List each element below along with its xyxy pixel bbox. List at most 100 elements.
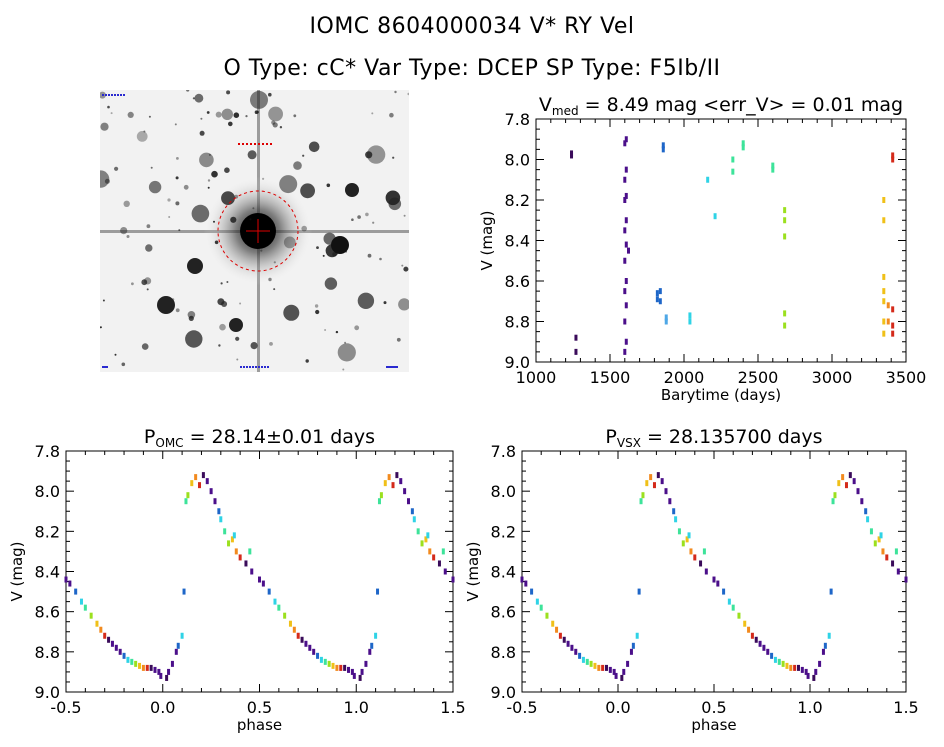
data-point: [882, 288, 886, 295]
data-point: [443, 568, 447, 575]
data-point: [585, 658, 589, 665]
sky-star: [335, 330, 339, 334]
data-point: [574, 334, 578, 341]
panel-title-value: = 8.49 mag <err_V> = 0.01 mag: [579, 94, 903, 116]
data-point: [574, 348, 578, 355]
x-tick-label: 0.5: [701, 698, 726, 717]
data-point: [614, 672, 618, 679]
panel-phase_omc: -0.5 0.0 0.5 1.0 1.5 7.8 8.0 8.2 8.4 8.6 8.8 9.0 POM…: [8, 426, 466, 734]
sky-star: [120, 227, 128, 235]
data-point: [339, 664, 343, 671]
data-point: [250, 568, 254, 575]
sky-star: [148, 115, 151, 118]
sky-star: [314, 304, 319, 308]
data-point: [904, 576, 908, 583]
sky-star: [167, 198, 171, 202]
sky-star: [283, 236, 296, 249]
data-point: [818, 660, 822, 667]
data-point: [891, 330, 895, 337]
data-point: [623, 257, 627, 264]
sky-star: [396, 337, 401, 342]
data-point: [74, 588, 78, 595]
sky-star: [235, 336, 240, 341]
data-point: [360, 668, 364, 675]
data-point: [312, 648, 316, 655]
sky-star: [121, 362, 126, 367]
data-point: [637, 588, 641, 595]
data-point: [674, 516, 678, 523]
sky-star: [226, 90, 231, 95]
data-point: [635, 632, 639, 639]
sky-star: [239, 302, 242, 305]
data-point: [891, 560, 895, 567]
sky-star: [365, 212, 369, 217]
data-point: [781, 660, 785, 667]
data-point: [428, 548, 432, 555]
sky-star: [229, 318, 243, 332]
sky-star: [245, 115, 248, 118]
data-point: [869, 528, 873, 535]
x-tick-label: -0.5: [50, 698, 81, 717]
data-point: [416, 528, 420, 535]
sky-star: [192, 97, 195, 100]
data-point: [399, 478, 403, 485]
data-point: [766, 648, 770, 655]
sky-star: [100, 170, 110, 188]
y-tick-label: 9.0: [505, 353, 530, 372]
data-point: [661, 146, 665, 153]
sky-star: [394, 90, 397, 94]
data-point: [866, 516, 870, 523]
data-point: [176, 642, 180, 649]
sky-star: [293, 114, 297, 118]
data-point: [316, 652, 320, 659]
data-point: [182, 588, 186, 595]
data-point: [652, 482, 656, 489]
data-point: [685, 536, 689, 543]
sky-star: [250, 342, 258, 350]
data-point: [379, 492, 383, 499]
data-point: [693, 554, 697, 561]
sky-star: [127, 111, 134, 118]
data-point: [623, 288, 627, 295]
data-point: [364, 660, 368, 667]
data-point: [205, 478, 209, 485]
data-point: [891, 306, 895, 313]
sky-star: [218, 344, 221, 347]
data-point: [658, 298, 662, 305]
data-point: [891, 152, 895, 159]
data-point: [771, 162, 775, 169]
data-point: [377, 498, 381, 505]
plot-frame: [535, 118, 907, 363]
data-point: [743, 620, 747, 627]
sky-star: [326, 183, 331, 188]
y-tick-label: 9.0: [491, 683, 516, 702]
panel-title: POMC = 28.14±0.01 days: [144, 426, 375, 450]
sky-star: [146, 288, 149, 291]
data-point: [535, 598, 539, 605]
data-point: [658, 288, 662, 295]
x-tick-label: 1500: [590, 368, 631, 387]
data-point: [837, 480, 841, 487]
sky-star: [186, 90, 190, 92]
data-point: [783, 233, 787, 240]
sky-star: [342, 368, 345, 371]
data-point: [852, 478, 856, 485]
data-point: [604, 664, 608, 671]
data-point: [232, 532, 236, 539]
y-tick-label: 8.0: [35, 482, 60, 501]
sky-star: [206, 111, 210, 114]
data-point: [688, 318, 692, 325]
chart-title: IOMC 8604000034 V* RY Vel: [309, 14, 635, 39]
sky-star: [308, 141, 320, 153]
data-point: [383, 480, 387, 487]
data-point: [829, 588, 833, 595]
data-point: [308, 644, 312, 651]
sky-star: [219, 323, 226, 331]
sky-star: [188, 315, 194, 321]
sky-star: [379, 257, 382, 261]
sky-star: [114, 353, 117, 356]
y-axis-label: V (mag): [478, 210, 496, 270]
data-point: [524, 580, 528, 587]
data-point: [882, 298, 886, 305]
data-point: [277, 604, 281, 611]
